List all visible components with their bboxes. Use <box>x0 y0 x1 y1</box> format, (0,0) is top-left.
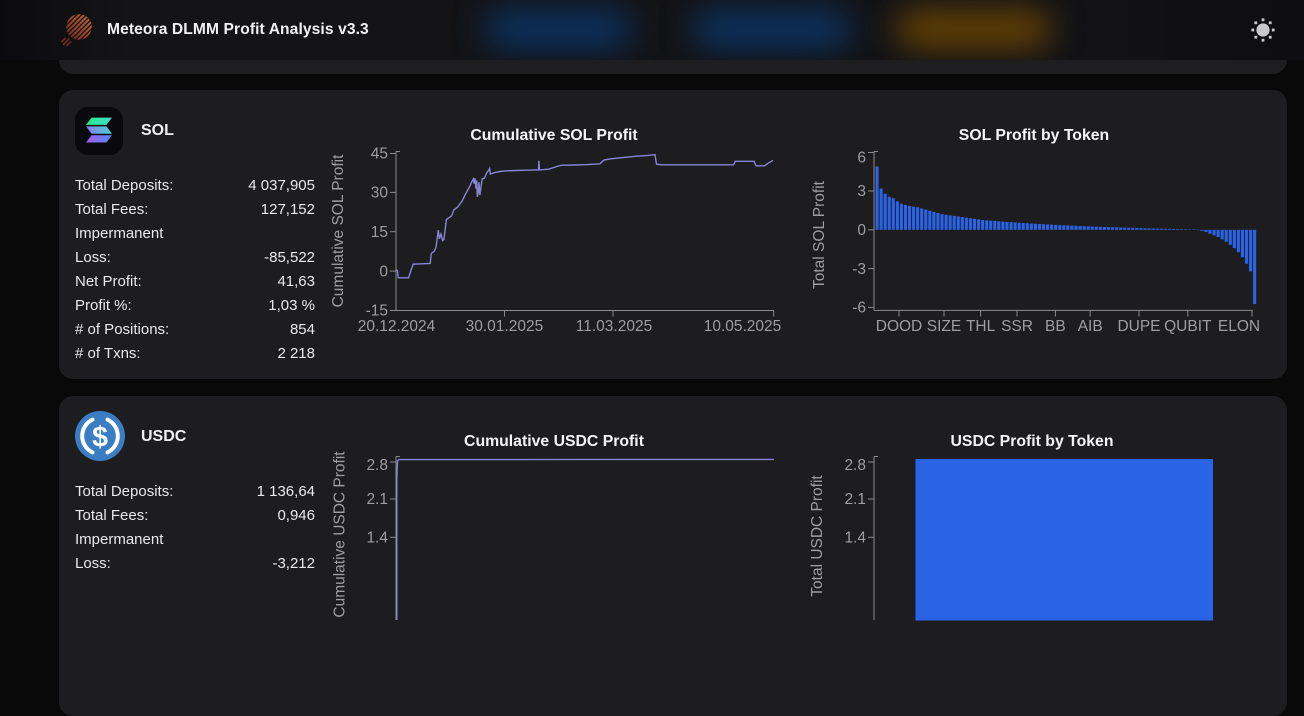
svg-text:ELON: ELON <box>1218 318 1260 335</box>
svg-text:1.4: 1.4 <box>366 530 388 547</box>
svg-text:-3: -3 <box>852 261 866 278</box>
svg-text:DOOD: DOOD <box>876 318 923 335</box>
svg-text:6: 6 <box>857 150 866 167</box>
svg-text:30: 30 <box>371 185 389 202</box>
svg-text:2.1: 2.1 <box>366 491 388 508</box>
svg-text:Total USDC Profit: Total USDC Profit <box>809 475 826 597</box>
svg-text:Cumulative SOL Profit: Cumulative SOL Profit <box>470 127 638 144</box>
svg-text:SIZE: SIZE <box>927 318 961 335</box>
svg-text:20.12.2024: 20.12.2024 <box>358 318 436 335</box>
svg-text:THL: THL <box>966 318 996 335</box>
svg-text:USDC Profit by Token: USDC Profit by Token <box>951 433 1114 450</box>
svg-text:-6: -6 <box>852 300 866 317</box>
svg-text:10.05.2025: 10.05.2025 <box>704 318 782 335</box>
svg-text:0: 0 <box>379 263 388 280</box>
svg-text:DUPE: DUPE <box>1117 318 1160 335</box>
svg-text:BB: BB <box>1045 318 1066 335</box>
svg-text:Cumulative USDC Profit: Cumulative USDC Profit <box>332 451 349 618</box>
svg-text:0: 0 <box>857 222 866 239</box>
svg-text:11.03.2025: 11.03.2025 <box>576 318 652 335</box>
svg-text:AIB: AIB <box>1078 318 1103 335</box>
svg-text:2.8: 2.8 <box>844 457 866 474</box>
svg-text:15: 15 <box>371 224 388 241</box>
svg-text:Cumulative SOL Profit: Cumulative SOL Profit <box>330 154 347 307</box>
svg-text:1.4: 1.4 <box>844 530 866 547</box>
svg-text:45: 45 <box>371 146 388 163</box>
svg-text:2.8: 2.8 <box>366 457 388 474</box>
svg-text:QUBIT: QUBIT <box>1164 318 1212 335</box>
svg-text:30.01.2025: 30.01.2025 <box>466 318 544 335</box>
svg-text:SOL Profit by Token: SOL Profit by Token <box>959 127 1109 144</box>
svg-text:2.1: 2.1 <box>844 491 866 508</box>
svg-text:Cumulative USDC Profit: Cumulative USDC Profit <box>464 433 645 450</box>
svg-text:3: 3 <box>857 183 866 200</box>
svg-text:Total SOL Profit: Total SOL Profit <box>811 180 828 289</box>
svg-text:SSR: SSR <box>1001 318 1033 335</box>
